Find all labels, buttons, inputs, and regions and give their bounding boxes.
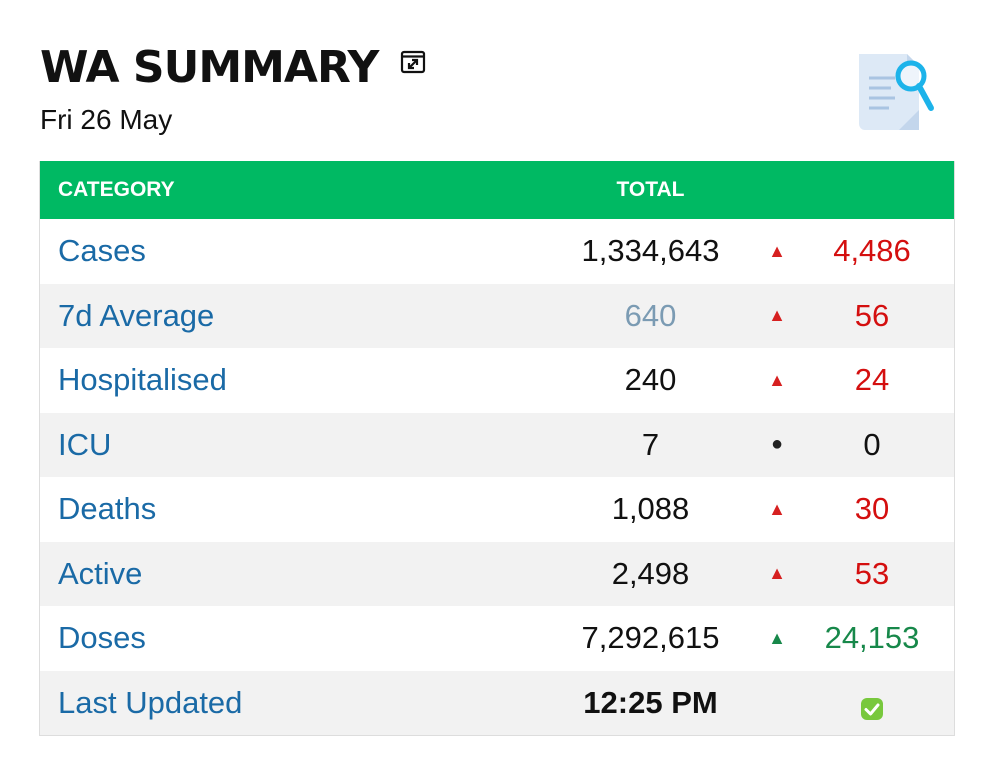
row-category[interactable]: Last Updated xyxy=(58,684,243,720)
up-arrow-icon: ▲ xyxy=(768,563,786,584)
row-change: 0 xyxy=(863,426,881,462)
row-total: 1,334,643 xyxy=(581,233,720,269)
table-row-last-updated: Last Updated 12:25 PM xyxy=(40,670,954,735)
table-header: CATEGORY TOTAL xyxy=(40,161,954,219)
row-change: 24,153 xyxy=(824,620,920,656)
table-row-active: Active 2,498 ▲ 53 xyxy=(40,541,954,606)
up-arrow-icon: ▲ xyxy=(768,627,786,648)
row-total: 1,088 xyxy=(611,491,690,527)
row-category[interactable]: Deaths xyxy=(58,491,157,527)
row-category[interactable]: 7d Average xyxy=(58,297,215,333)
title-row: WA SUMMARY xyxy=(40,40,945,96)
up-arrow-icon: ▲ xyxy=(768,305,786,326)
row-total: 2,498 xyxy=(611,555,690,591)
summary-date: Fri 26 May xyxy=(40,104,173,135)
no-change-dot-icon: ● xyxy=(770,433,784,456)
document-search-icon xyxy=(855,50,939,134)
row-total: 7,292,615 xyxy=(581,620,720,656)
table-row-cases: Cases 1,334,643 ▲ 4,486 xyxy=(40,219,954,284)
row-change: 53 xyxy=(854,555,890,591)
row-total: 7 xyxy=(641,426,660,462)
column-header-category: CATEGORY xyxy=(58,178,175,201)
row-category[interactable]: Active xyxy=(58,555,143,591)
summary-table: CATEGORY TOTAL Cases 1,334,643 ▲ 4,486 7… xyxy=(39,161,955,736)
up-arrow-icon: ▲ xyxy=(768,498,786,519)
status-cell xyxy=(797,685,947,721)
expand-window-icon[interactable] xyxy=(400,50,426,74)
up-arrow-icon: ▲ xyxy=(768,369,786,390)
row-change: 56 xyxy=(854,297,890,333)
table-row-7d-average: 7d Average 640 ▲ 56 xyxy=(40,283,954,348)
column-header-total: TOTAL xyxy=(616,178,685,201)
check-circle-icon xyxy=(860,693,884,720)
row-change: 4,486 xyxy=(833,233,911,269)
row-total: 640 xyxy=(624,297,677,333)
summary-header: WA SUMMARY Fri 26 May xyxy=(40,40,945,150)
row-change: 30 xyxy=(854,491,890,527)
table-row-doses: Doses 7,292,615 ▲ 24,153 xyxy=(40,606,954,671)
table-row-deaths: Deaths 1,088 ▲ 30 xyxy=(40,477,954,542)
table-row-hospitalised: Hospitalised 240 ▲ 24 xyxy=(40,348,954,413)
row-category[interactable]: Cases xyxy=(58,233,146,269)
table-row-icu: ICU 7 ● 0 xyxy=(40,412,954,477)
row-category[interactable]: ICU xyxy=(58,426,112,462)
row-change: 24 xyxy=(854,362,890,398)
table-body: Cases 1,334,643 ▲ 4,486 7d Average 640 ▲… xyxy=(40,219,954,735)
last-updated-time: 12:25 PM xyxy=(583,684,718,720)
row-total: 240 xyxy=(624,362,677,398)
row-category[interactable]: Hospitalised xyxy=(58,362,227,398)
row-category[interactable]: Doses xyxy=(58,620,146,656)
up-arrow-icon: ▲ xyxy=(768,240,786,261)
page-title: WA SUMMARY xyxy=(40,42,379,93)
